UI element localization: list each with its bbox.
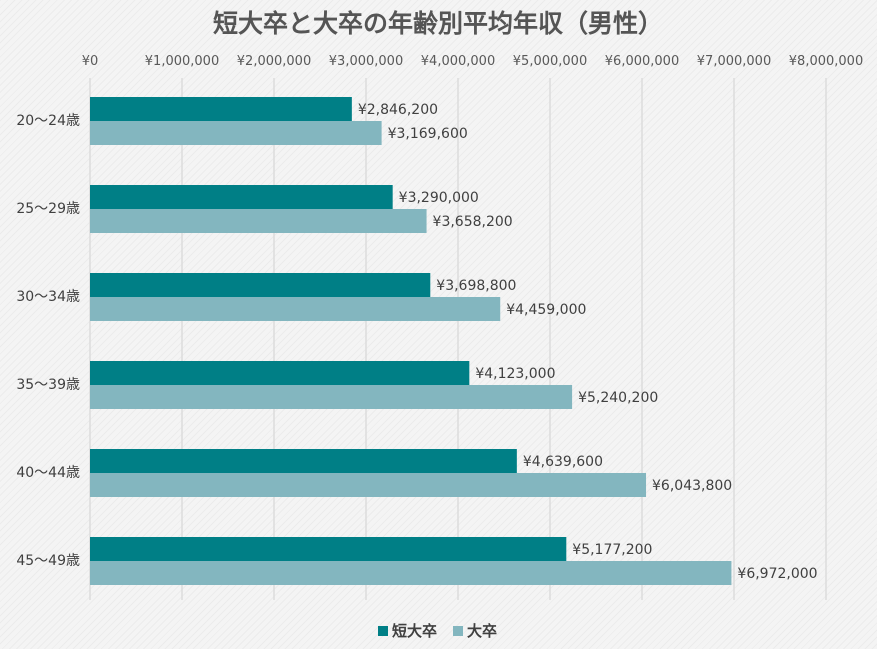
bar-university bbox=[90, 121, 382, 145]
bar-university bbox=[90, 297, 501, 321]
y-category-label: 20〜24歳 bbox=[16, 113, 80, 129]
bar-junior-college bbox=[90, 185, 393, 209]
x-tick-label: ¥1,000,000 bbox=[145, 54, 219, 69]
legend-swatch bbox=[453, 626, 463, 636]
data-label: ¥2,846,200 bbox=[358, 102, 438, 118]
y-category-label: 30〜34歳 bbox=[16, 289, 80, 305]
y-category-label: 40〜44歳 bbox=[16, 465, 80, 481]
legend-label: 大卒 bbox=[467, 622, 497, 640]
bar-university bbox=[90, 385, 573, 409]
data-label: ¥5,240,200 bbox=[578, 390, 658, 406]
data-label: ¥6,043,800 bbox=[652, 478, 732, 494]
bar-university bbox=[90, 473, 647, 497]
x-tick-label: ¥5,000,000 bbox=[513, 54, 587, 69]
chart-title: 短大卒と大卒の年齢別平均年収（男性） bbox=[213, 9, 663, 38]
legend-swatch bbox=[378, 626, 388, 636]
y-axis-categories: 20〜24歳 25〜29歳 30〜34歳 35〜39歳 40〜44歳 45〜49歳 bbox=[16, 113, 80, 569]
bar-junior-college bbox=[90, 361, 470, 385]
x-tick-label: ¥8,000,000 bbox=[789, 54, 863, 69]
data-labels: ¥2,846,200 ¥3,169,600 ¥3,290,000 ¥3,658,200… bbox=[358, 102, 818, 582]
y-category-label: 45〜49歳 bbox=[16, 553, 80, 569]
legend-label: 短大卒 bbox=[392, 622, 437, 640]
legend: 短大卒 大卒 bbox=[378, 622, 497, 640]
data-label: ¥3,290,000 bbox=[399, 190, 479, 206]
x-tick-label: ¥0 bbox=[82, 54, 99, 69]
x-tick-label: ¥2,000,000 bbox=[237, 54, 311, 69]
x-tick-label: ¥4,000,000 bbox=[421, 54, 495, 69]
bar-university bbox=[90, 561, 732, 585]
gridlines bbox=[89, 78, 827, 600]
data-label: ¥3,698,800 bbox=[436, 278, 516, 294]
data-label: ¥4,123,000 bbox=[475, 366, 555, 382]
x-axis-ticks: ¥0 ¥1,000,000 ¥2,000,000 ¥3,000,000 ¥4,000,0… bbox=[82, 54, 863, 69]
y-category-label: 35〜39歳 bbox=[16, 377, 80, 393]
data-label: ¥4,459,000 bbox=[506, 302, 586, 318]
bar-junior-college bbox=[90, 449, 517, 473]
x-tick-label: ¥6,000,000 bbox=[605, 54, 679, 69]
bar-university bbox=[90, 209, 427, 233]
data-label: ¥3,169,600 bbox=[388, 126, 468, 142]
bars bbox=[90, 97, 732, 585]
x-tick-label: ¥7,000,000 bbox=[697, 54, 771, 69]
bar-junior-college bbox=[90, 537, 567, 561]
x-tick-label: ¥3,000,000 bbox=[329, 54, 403, 69]
bar-junior-college bbox=[90, 273, 431, 297]
data-label: ¥6,972,000 bbox=[737, 566, 817, 582]
bar-junior-college bbox=[90, 97, 352, 121]
data-label: ¥5,177,200 bbox=[572, 542, 652, 558]
data-label: ¥4,639,600 bbox=[523, 454, 603, 470]
data-label: ¥3,658,200 bbox=[433, 214, 513, 230]
y-category-label: 25〜29歳 bbox=[16, 201, 80, 217]
